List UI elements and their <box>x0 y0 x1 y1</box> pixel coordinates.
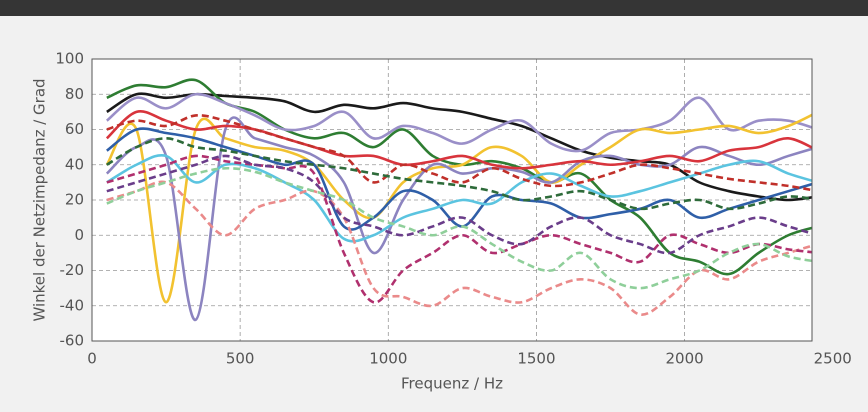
plot-border <box>91 58 813 342</box>
y-tick-label: -60 <box>60 332 85 350</box>
y-tick-label: 60 <box>65 120 84 138</box>
x-tick-label: 0 <box>87 350 97 368</box>
series-line <box>105 113 812 304</box>
x-tick-label: 500 <box>226 350 255 368</box>
x-tick-label: 1000 <box>369 350 407 368</box>
series-line <box>106 154 812 255</box>
y-axis-label: Winkel der Netzimpedanz / Grad <box>31 78 49 321</box>
y-tick-label: 20 <box>65 191 84 209</box>
x-tick-label: 1500 <box>517 350 555 368</box>
top-bar <box>0 0 868 16</box>
x-tick-label: 2000 <box>665 350 703 368</box>
y-tick-label: -40 <box>60 296 85 314</box>
series-line <box>105 109 812 170</box>
y-tick-label: -20 <box>60 261 85 279</box>
y-tick-label: 100 <box>55 50 84 68</box>
y-tick-label: 80 <box>65 85 84 103</box>
series-line <box>106 92 812 202</box>
y-tick-label: 0 <box>74 226 84 244</box>
x-tick-label: 2500 <box>814 350 852 368</box>
series-line <box>106 137 812 211</box>
series-line <box>106 166 812 290</box>
y-tick-label: 40 <box>65 155 84 173</box>
series-line <box>105 92 812 153</box>
x-axis-label: Frequenz / Hz <box>401 375 503 393</box>
series-line <box>106 113 812 192</box>
series-line <box>105 116 812 322</box>
series-line <box>106 154 812 304</box>
